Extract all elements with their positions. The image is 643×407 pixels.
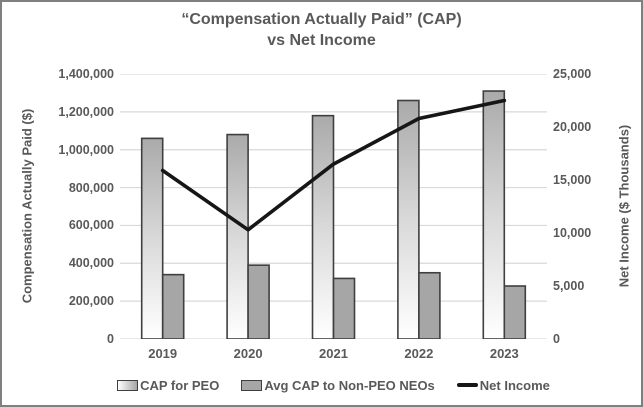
right-axis-tick: 5,000 bbox=[553, 279, 585, 293]
right-axis-tick: 10,000 bbox=[553, 226, 592, 240]
bar-avg-cap-non-peo-neos bbox=[418, 271, 441, 339]
left-axis-tick: 1,000,000 bbox=[58, 142, 114, 157]
left-axis-tick: 1,400,000 bbox=[58, 67, 114, 81]
right-axis-tick: 25,000 bbox=[553, 67, 592, 81]
x-axis-label: 2021 bbox=[319, 346, 348, 361]
x-axis-label: 2022 bbox=[404, 346, 434, 361]
bar-avg-cap-non-peo-neos bbox=[161, 273, 185, 339]
bar-avg-cap-non-peo-neos bbox=[332, 277, 356, 339]
legend-swatch-gray-bar bbox=[241, 379, 263, 391]
legend-swatch-black-line bbox=[456, 383, 478, 387]
right-axis-tick-labels: 25,000 20,000 15,000 10,000 5,000 0 bbox=[553, 67, 623, 346]
chart-title: “Compensation Actually Paid” (CAP) vs Ne… bbox=[2, 9, 641, 51]
bar-cap-for-peo bbox=[226, 133, 249, 339]
bar-avg-cap-non-peo-neos bbox=[503, 285, 527, 339]
bar-cap-for-peo bbox=[397, 99, 420, 339]
x-axis-label: 2020 bbox=[233, 346, 263, 361]
legend-label: Avg CAP to Non-PEO NEOs bbox=[264, 377, 435, 393]
left-axis-tick: 0 bbox=[107, 332, 114, 346]
chart-title-line2: vs Net Income bbox=[267, 32, 376, 50]
right-axis-tick: 20,000 bbox=[553, 120, 592, 134]
legend-item: Avg CAP to Non-PEO NEOs bbox=[241, 377, 435, 393]
left-axis-tick: 800,000 bbox=[68, 180, 114, 195]
legend: CAP for PEO Avg CAP to Non-PEO NEOs Net In… bbox=[102, 374, 565, 396]
right-axis-tick: 15,000 bbox=[553, 173, 592, 187]
left-axis-tick: 1,200,000 bbox=[58, 104, 114, 119]
left-axis-tick-labels: 1,400,000 1,200,000 1,000,000 800,000 600,00… bbox=[2, 67, 114, 346]
legend-item: Net Income bbox=[456, 377, 550, 393]
legend-swatch-gradient-bar bbox=[117, 379, 139, 391]
legend-item: CAP for PEO bbox=[117, 378, 219, 393]
legend-label: CAP for PEO bbox=[140, 377, 220, 393]
left-axis-tick: 600,000 bbox=[68, 218, 114, 233]
plot-area bbox=[120, 74, 547, 339]
bar-cap-for-peo bbox=[140, 137, 164, 339]
net-income-line bbox=[160, 98, 507, 232]
x-axis-labels: 2019 2020 2021 2022 2023 bbox=[120, 346, 547, 364]
right-axis-tick: 0 bbox=[553, 332, 560, 346]
legend-label: Net Income bbox=[479, 377, 550, 393]
chart-title-line1: “Compensation Actually Paid” (CAP) bbox=[181, 11, 462, 28]
bar-cap-for-peo bbox=[482, 90, 506, 339]
x-axis-label: 2019 bbox=[148, 346, 178, 361]
left-axis-tick: 200,000 bbox=[68, 294, 114, 309]
x-axis-label: 2023 bbox=[489, 346, 519, 361]
bar-avg-cap-non-peo-neos bbox=[247, 264, 270, 339]
bar-cap-for-peo bbox=[311, 114, 335, 339]
left-axis-tick: 400,000 bbox=[68, 256, 114, 271]
